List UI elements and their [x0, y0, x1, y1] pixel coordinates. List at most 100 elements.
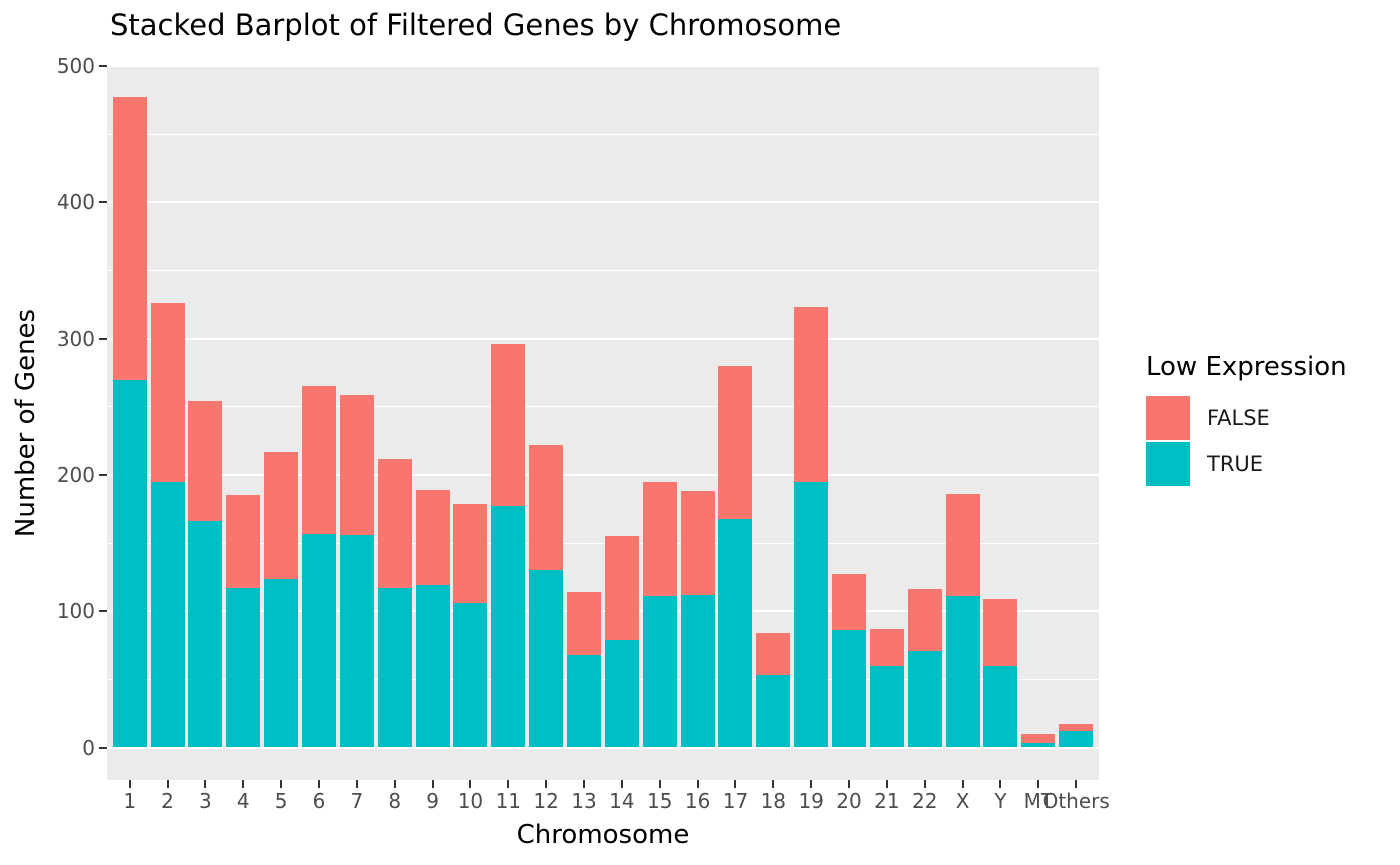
x-tick-label: 11	[495, 789, 522, 813]
x-tick	[810, 780, 813, 788]
x-tick-label: Others	[1042, 789, 1110, 813]
x-tick-label: 8	[388, 789, 402, 813]
gridline-major	[107, 337, 1099, 340]
bar-8-true	[377, 588, 412, 748]
y-axis-title: Number of Genes	[11, 308, 42, 537]
x-tick-label: 6	[312, 789, 326, 813]
bar-20-true	[832, 630, 867, 748]
bar-Y-false	[983, 598, 1018, 666]
bar-16-false	[680, 491, 715, 595]
x-tick-label: X	[955, 789, 970, 813]
bar-1-true	[112, 379, 147, 748]
x-tick	[431, 780, 434, 788]
bar-2-true	[150, 481, 185, 748]
bar-22-false	[907, 589, 942, 651]
bar-8-false	[377, 458, 412, 589]
legend-title: Low Expression	[1146, 352, 1347, 382]
bar-Others-false	[1059, 724, 1094, 732]
bar-2-false	[150, 303, 185, 482]
legend-swatch-true	[1146, 442, 1190, 486]
x-tick	[620, 780, 623, 788]
x-tick-label: 12	[533, 789, 559, 813]
y-tick-label: 300	[56, 326, 95, 351]
chart-title: Stacked Barplot of Filtered Genes by Chr…	[110, 8, 842, 42]
x-tick-label: 1	[123, 789, 137, 813]
x-tick	[507, 780, 510, 788]
bar-10-true	[453, 603, 488, 748]
bar-4-false	[226, 495, 261, 589]
bar-19-false	[794, 307, 829, 482]
bar-7-false	[339, 394, 374, 535]
gridline-major	[107, 65, 1099, 68]
x-tick-label: 10	[457, 789, 484, 813]
x-tick-label: 17	[722, 789, 749, 813]
bar-Others-true	[1059, 731, 1094, 748]
x-tick	[885, 780, 888, 788]
bar-1-false	[112, 97, 147, 380]
x-tick	[1075, 780, 1078, 788]
bar-13-true	[567, 654, 602, 748]
x-tick	[393, 780, 396, 788]
x-tick-label: 2	[161, 789, 174, 813]
x-tick-label: Y	[994, 789, 1007, 813]
bar-X-true	[945, 596, 980, 748]
gridline-major	[107, 610, 1099, 613]
y-tick	[99, 473, 107, 476]
bar-15-false	[642, 481, 677, 597]
bar-9-true	[415, 585, 450, 748]
y-axis-title-wrap: Number of Genes	[0, 65, 52, 780]
x-tick-label: 7	[350, 789, 364, 813]
x-tick	[772, 780, 775, 788]
y-tick-label: 0	[82, 735, 95, 760]
x-tick	[848, 780, 851, 788]
bar-5-true	[264, 578, 299, 748]
y-tick	[99, 65, 107, 68]
gridline-major	[107, 746, 1099, 749]
bar-21-false	[869, 628, 904, 666]
x-tick	[923, 780, 926, 788]
x-tick-label: 5	[274, 789, 288, 813]
x-tick	[545, 780, 548, 788]
legend-entry-true: TRUE	[1146, 442, 1396, 486]
x-tick-label: 21	[874, 789, 900, 813]
bar-16-true	[680, 594, 715, 748]
x-tick	[696, 780, 699, 788]
bar-10-false	[453, 503, 488, 604]
x-tick-label: 14	[609, 789, 635, 813]
x-tick	[1037, 780, 1040, 788]
bar-12-true	[529, 570, 564, 748]
x-tick	[658, 780, 661, 788]
gridline-major	[107, 201, 1099, 204]
x-tick	[318, 780, 320, 788]
x-tick	[961, 780, 964, 788]
bar-21-true	[869, 665, 904, 748]
x-tick	[242, 780, 245, 788]
legend: Low Expression FALSE TRUE	[1146, 352, 1396, 488]
y-tick	[99, 201, 107, 204]
gridline-minor	[107, 406, 1099, 408]
x-tick	[355, 780, 358, 788]
x-tick-label: 13	[571, 789, 597, 813]
bar-18-false	[756, 633, 791, 676]
bar-13-false	[567, 592, 602, 655]
x-tick	[128, 780, 131, 788]
bar-MT-false	[1021, 733, 1056, 744]
x-tick	[583, 780, 586, 788]
y-tick-label: 100	[56, 599, 95, 624]
legend-label-true: TRUE	[1207, 452, 1264, 476]
bar-19-true	[794, 481, 829, 748]
x-tick-label: 3	[199, 789, 212, 813]
bar-X-false	[945, 494, 980, 597]
y-tick-label: 400	[56, 190, 95, 215]
x-tick-label: 22	[912, 789, 938, 813]
bar-11-true	[491, 506, 526, 748]
gridline-minor	[107, 133, 1099, 135]
bar-14-true	[604, 639, 639, 748]
y-tick	[99, 746, 107, 749]
bar-22-true	[907, 650, 942, 748]
gridline-minor	[107, 678, 1099, 680]
legend-entry-false: FALSE	[1146, 396, 1396, 440]
x-tick	[204, 780, 207, 788]
x-axis-title: Chromosome	[516, 820, 690, 850]
